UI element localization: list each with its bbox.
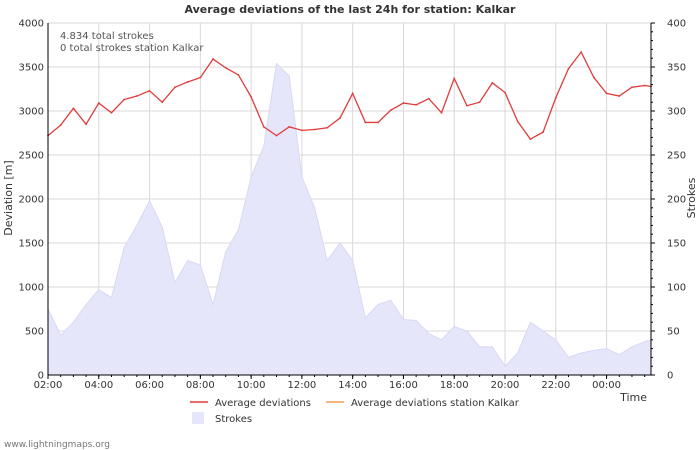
y-right-tick-label: 100 [667, 283, 686, 294]
y-left-tick-label: 3000 [19, 107, 44, 118]
deviation-point [389, 109, 392, 112]
legend-label-station: Average deviations station Kalkar [351, 398, 520, 409]
x-tick-label: 14:00 [338, 380, 367, 391]
deviation-point [643, 84, 646, 87]
deviation-point [326, 126, 329, 129]
x-tick-label: 20:00 [491, 380, 520, 391]
deviation-point [377, 121, 379, 124]
deviation-point [453, 77, 456, 80]
x-tick-label: 10:00 [237, 380, 266, 391]
y-left-tick-label: 4000 [19, 19, 44, 30]
y-right-tick-label: 350 [667, 63, 686, 74]
y-right-tick-label: 50 [667, 327, 680, 338]
x-tick-label: 02:00 [34, 380, 63, 391]
x-tick-label: 04:00 [84, 380, 113, 391]
deviation-point [85, 123, 87, 126]
legend: Average deviations Average deviations st… [190, 398, 520, 425]
deviation-point [529, 138, 532, 141]
deviation-point [466, 104, 468, 107]
deviation-point [288, 125, 291, 128]
deviation-point [72, 107, 75, 110]
y-right-tick-label: 200 [667, 195, 686, 206]
legend-swatch-strokes [192, 412, 204, 424]
deviation-point [123, 98, 126, 101]
deviation-point [186, 81, 189, 83]
legend-label-deviation: Average deviations [215, 398, 311, 409]
deviation-point [516, 120, 519, 123]
y-left-tick-label: 2000 [19, 195, 44, 206]
deviation-point [554, 96, 557, 99]
x-tick-label: 22:00 [541, 380, 570, 391]
deviation-point [250, 96, 253, 98]
deviation-point [478, 101, 481, 104]
deviation-point [110, 111, 113, 114]
deviation-point [313, 128, 316, 131]
deviation-point [339, 117, 341, 119]
y-left-axis-title: Deviation [m] [2, 160, 15, 235]
strokes-area-series [47, 62, 652, 376]
x-tick-label: 12:00 [287, 380, 316, 391]
deviation-point [237, 74, 240, 76]
deviation-point [135, 95, 138, 97]
deviation-point [402, 102, 405, 104]
deviation-point [224, 66, 227, 69]
y-right-tick-label: 150 [667, 239, 686, 250]
y-left-tick-label: 3500 [19, 63, 44, 74]
y-left-tick-label: 1000 [19, 283, 44, 294]
x-tick-label: 18:00 [440, 380, 469, 391]
y-left-tick-label: 2500 [19, 151, 44, 162]
chart-title: Average deviations of the last 24h for s… [185, 3, 517, 16]
y-left-tick-label: 1500 [19, 239, 44, 250]
y-right-axis-title: Strokes [685, 177, 698, 218]
legend-label-strokes: Strokes [215, 414, 252, 425]
y-right-tick-label: 300 [667, 107, 686, 118]
y-right-tick-label: 400 [667, 19, 686, 30]
y-left-tick-label: 0 [38, 371, 44, 382]
deviation-point [59, 124, 62, 126]
deviation-point [440, 111, 443, 114]
deviation-point [161, 101, 164, 104]
deviation-point [504, 91, 506, 94]
deviation-point [199, 76, 202, 79]
deviation-point [275, 134, 278, 137]
y-right-tick-label: 250 [667, 151, 686, 162]
y-left-tick-label: 500 [25, 327, 44, 338]
x-tick-label: 06:00 [135, 380, 164, 391]
deviation-point [592, 76, 595, 79]
deviation-point [542, 131, 544, 134]
station-strokes-info: 0 total strokes station Kalkar [60, 43, 204, 54]
deviation-point [491, 81, 494, 84]
deviation-point [97, 102, 100, 104]
deviation-point [618, 95, 621, 97]
deviation-point [631, 86, 633, 89]
x-axis-title: Time [619, 391, 647, 404]
deviation-point [580, 51, 583, 53]
deviation-point [212, 58, 214, 60]
x-tick-label: 00:00 [592, 380, 621, 391]
deviation-point [605, 92, 608, 95]
deviation-point [567, 67, 570, 70]
deviation-point [415, 103, 418, 106]
deviation-points [47, 51, 652, 141]
y-right-tick-label: 0 [667, 371, 673, 382]
deviation-point [262, 125, 265, 128]
credit-text: www.lightningmaps.org [4, 440, 110, 450]
axes: 0 500 1000 1500 2000 2500 3000 3500 4000 0 50 100 15… [19, 19, 687, 392]
deviation-point [174, 86, 176, 89]
x-tick-label: 16:00 [389, 380, 418, 391]
deviation-point [351, 92, 354, 95]
deviation-point [364, 121, 367, 124]
deviation-point [300, 129, 303, 132]
deviation-line-series [47, 50, 652, 141]
total-strokes-info: 4.834 total strokes [60, 31, 154, 42]
deviation-point [148, 89, 151, 92]
deviation-point [427, 97, 430, 100]
x-tick-label: 08:00 [186, 380, 215, 391]
